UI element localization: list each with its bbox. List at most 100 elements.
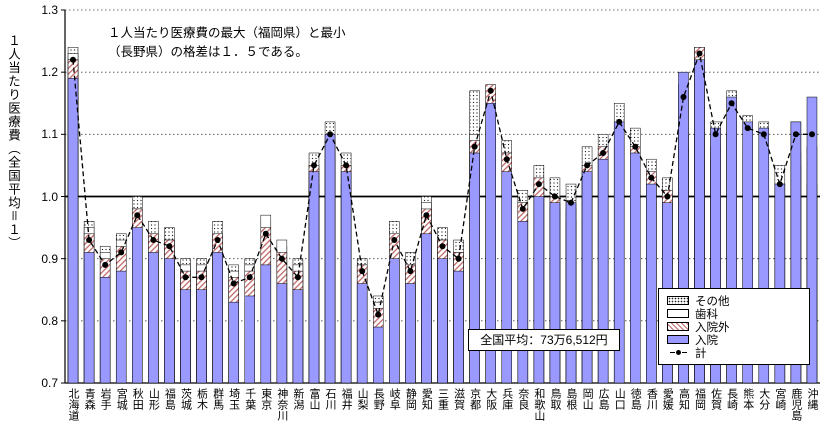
total-marker: [696, 50, 703, 57]
legend-item-other: その他: [667, 294, 801, 308]
bar-inpatient: [212, 252, 223, 384]
total-marker: [680, 94, 687, 100]
y-tick-label: 0.9: [41, 251, 58, 266]
total-marker: [744, 125, 751, 132]
total-marker: [632, 143, 639, 150]
total-marker: [648, 174, 655, 181]
bar-inpatient: [469, 152, 480, 384]
total-marker: [375, 311, 382, 318]
annotation-line-2: （長野県）の格差は１．５である。: [108, 45, 308, 60]
bar-inpatient: [790, 121, 802, 384]
x-axis-label: 三重: [436, 388, 449, 410]
total-marker: [182, 274, 189, 281]
x-axis-label: 滋賀: [452, 388, 465, 410]
bar-inpatient: [549, 202, 561, 384]
x-axis-label: 埼玉: [227, 388, 240, 410]
x-axis-label: 富山: [307, 388, 320, 410]
total-marker: [214, 237, 221, 243]
x-axis-label: 鹿児島: [789, 388, 802, 421]
bar-inpatient: [533, 196, 545, 384]
total-marker: [792, 131, 799, 138]
total-marker: [471, 143, 478, 150]
y-tick-label: 1.2: [41, 65, 58, 80]
total-marker: [150, 237, 157, 243]
x-axis-label: 新潟: [291, 388, 304, 410]
total-marker: [519, 205, 526, 212]
bar-inpatient: [565, 202, 577, 384]
bar-inpatient: [244, 295, 255, 384]
x-axis-label: 岐阜: [388, 388, 401, 410]
bar-inpatient: [276, 283, 288, 384]
x-axis-label: 山形: [147, 388, 160, 410]
x-axis-label: 福井: [340, 388, 353, 410]
total-marker: [664, 193, 671, 200]
total-marker: [359, 268, 366, 275]
y-tick-label: 1.1: [41, 127, 58, 142]
bar-inpatient: [292, 289, 304, 384]
legend-label-inpatient: 入院: [695, 334, 718, 347]
x-axis-label: 茨城: [179, 388, 192, 410]
bar-inpatient: [630, 152, 641, 384]
bar-inpatient: [501, 171, 512, 384]
x-axis-label: 宮城: [115, 388, 128, 410]
x-axis-label: 愛知: [420, 388, 433, 410]
total-marker: [760, 131, 767, 138]
legend-swatch-dental-pattern: [667, 309, 689, 318]
bar-inpatient: [405, 283, 416, 384]
legend-label-total: 計: [695, 347, 707, 360]
total-marker: [407, 268, 414, 275]
x-axis-label: 愛媛: [661, 388, 674, 410]
bar-inpatient: [164, 258, 175, 384]
bar-inpatient: [678, 71, 689, 384]
bar-inpatient: [324, 134, 336, 384]
legend-item-outpatient: 入院外: [667, 320, 801, 334]
total-marker: [551, 193, 558, 200]
total-marker: [246, 274, 253, 281]
total-marker: [391, 237, 398, 243]
total-marker: [584, 162, 591, 169]
x-axis-label: 大阪: [484, 388, 497, 410]
total-marker: [809, 131, 815, 138]
y-axis-title: １人当たり医療費（全国平均＝１）: [6, 34, 20, 250]
bar-inpatient: [196, 289, 207, 384]
x-axis-label: 青森: [83, 388, 96, 410]
bar-inpatient: [597, 158, 609, 384]
bar-inpatient: [180, 289, 191, 384]
x-axis-label: 山梨: [356, 388, 369, 410]
bar-inpatient: [148, 252, 159, 384]
total-marker: [343, 162, 350, 169]
bar-inpatient: [373, 326, 384, 384]
x-axis-label: 神奈川: [275, 388, 288, 421]
x-axis-label: 沖縄: [805, 388, 818, 410]
x-axis-label: 熊本: [741, 388, 754, 410]
x-axis-label: 秋田: [131, 388, 144, 410]
total-marker: [294, 274, 301, 281]
bar-inpatient: [694, 59, 705, 384]
x-axis-label: 島根: [565, 388, 577, 410]
total-marker: [118, 249, 125, 256]
x-axis-label: 鳥取: [548, 388, 561, 410]
x-axis-label: 徳島: [629, 388, 642, 410]
x-axis-label: 京都: [468, 388, 481, 410]
x-axis-label: 山口: [613, 388, 626, 410]
x-axis-label: 広島: [597, 388, 610, 410]
bar-inpatient: [758, 127, 770, 384]
total-marker: [616, 118, 623, 125]
bar-inpatient: [581, 171, 593, 384]
bar-inpatient: [115, 270, 127, 384]
bar-inpatient: [83, 252, 95, 384]
total-marker: [728, 100, 735, 107]
x-axis-label: 福岡: [693, 388, 706, 410]
x-axis-label: 宮崎: [773, 388, 786, 410]
legend-label-dental: 歯科: [695, 308, 718, 321]
legend-swatch-total-line: [667, 348, 689, 357]
legend-item-dental: 歯科: [667, 307, 801, 321]
total-marker: [455, 255, 462, 262]
x-axis-label: 千葉: [243, 388, 256, 410]
x-axis-label: 石川: [324, 388, 337, 410]
total-marker: [230, 280, 237, 287]
chart-annotation: １人当たり医療費の最大（福岡県）と最小 （長野県）の格差は１．５である。: [108, 24, 346, 63]
legend-swatch-inpatient-pattern: [667, 335, 689, 344]
